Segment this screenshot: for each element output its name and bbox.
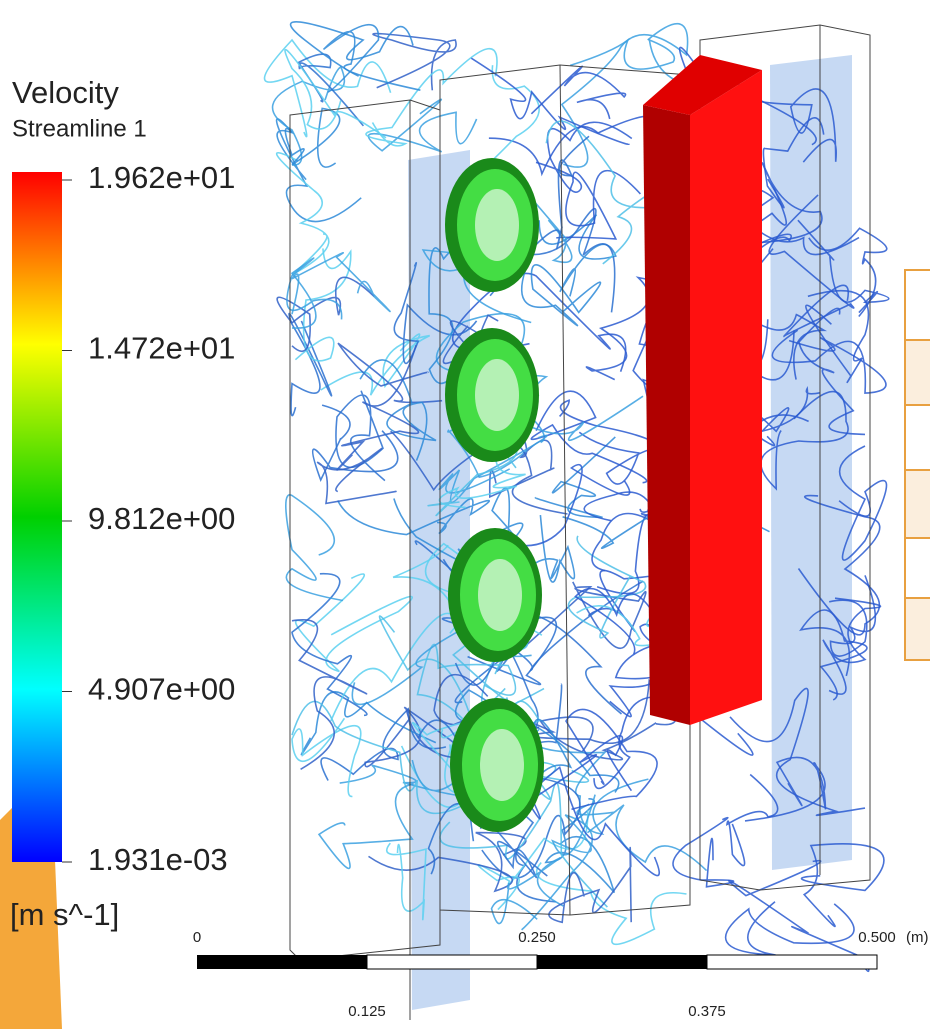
streamline [317, 448, 396, 503]
color-bar-label: 1.962e+01 [88, 160, 235, 195]
streamline [522, 263, 601, 326]
panel [770, 55, 852, 870]
streamline [319, 784, 414, 869]
scale-unit: (m) [906, 929, 929, 946]
fan [445, 158, 539, 292]
scale-segment [197, 955, 367, 969]
scale-label: 0.125 [348, 1003, 386, 1020]
streamline [531, 66, 625, 119]
streamline [368, 99, 476, 151]
scale-segment [367, 955, 537, 969]
streamline [533, 729, 648, 834]
scale-segment [707, 955, 877, 969]
streamline [324, 25, 421, 92]
legend-unit: [m s^-1] [10, 897, 119, 932]
streamline [277, 153, 329, 275]
page: Velocity Streamline 1 1.962e+01 1.472e+01… [0, 0, 930, 1029]
heat-block [643, 105, 690, 725]
color-bar-ticks: 1.962e+01 1.472e+01 9.812e+00 4.907e+00 1.93… [62, 160, 235, 877]
streamline [577, 804, 707, 870]
streamline [366, 49, 497, 146]
side-table [905, 270, 930, 660]
scale-segment [537, 955, 707, 969]
scale-label: 0.500 [858, 929, 896, 946]
color-bar [12, 172, 62, 862]
color-bar-label: 1.472e+01 [88, 331, 235, 366]
heat-block [690, 70, 762, 725]
streamline [535, 437, 615, 518]
scale-label: 0.250 [518, 929, 556, 946]
color-bar-label: 1.931e-03 [88, 842, 228, 877]
legend-subtitle: Streamline 1 [12, 115, 147, 142]
scale-label: 0.375 [688, 1003, 726, 1020]
color-bar-label: 4.907e+00 [88, 672, 235, 707]
fan [450, 698, 544, 832]
scale-label: 0 [193, 929, 201, 946]
legend-title: Velocity [12, 75, 119, 110]
fan [448, 528, 542, 662]
visualization: Velocity Streamline 1 1.962e+01 1.472e+01… [0, 0, 930, 1029]
color-bar-label: 9.812e+00 [88, 501, 235, 536]
fan [445, 328, 539, 462]
streamline [296, 574, 413, 671]
streamline [726, 902, 854, 955]
streamline [556, 171, 640, 239]
streamline [286, 495, 343, 601]
streamline [539, 215, 616, 297]
